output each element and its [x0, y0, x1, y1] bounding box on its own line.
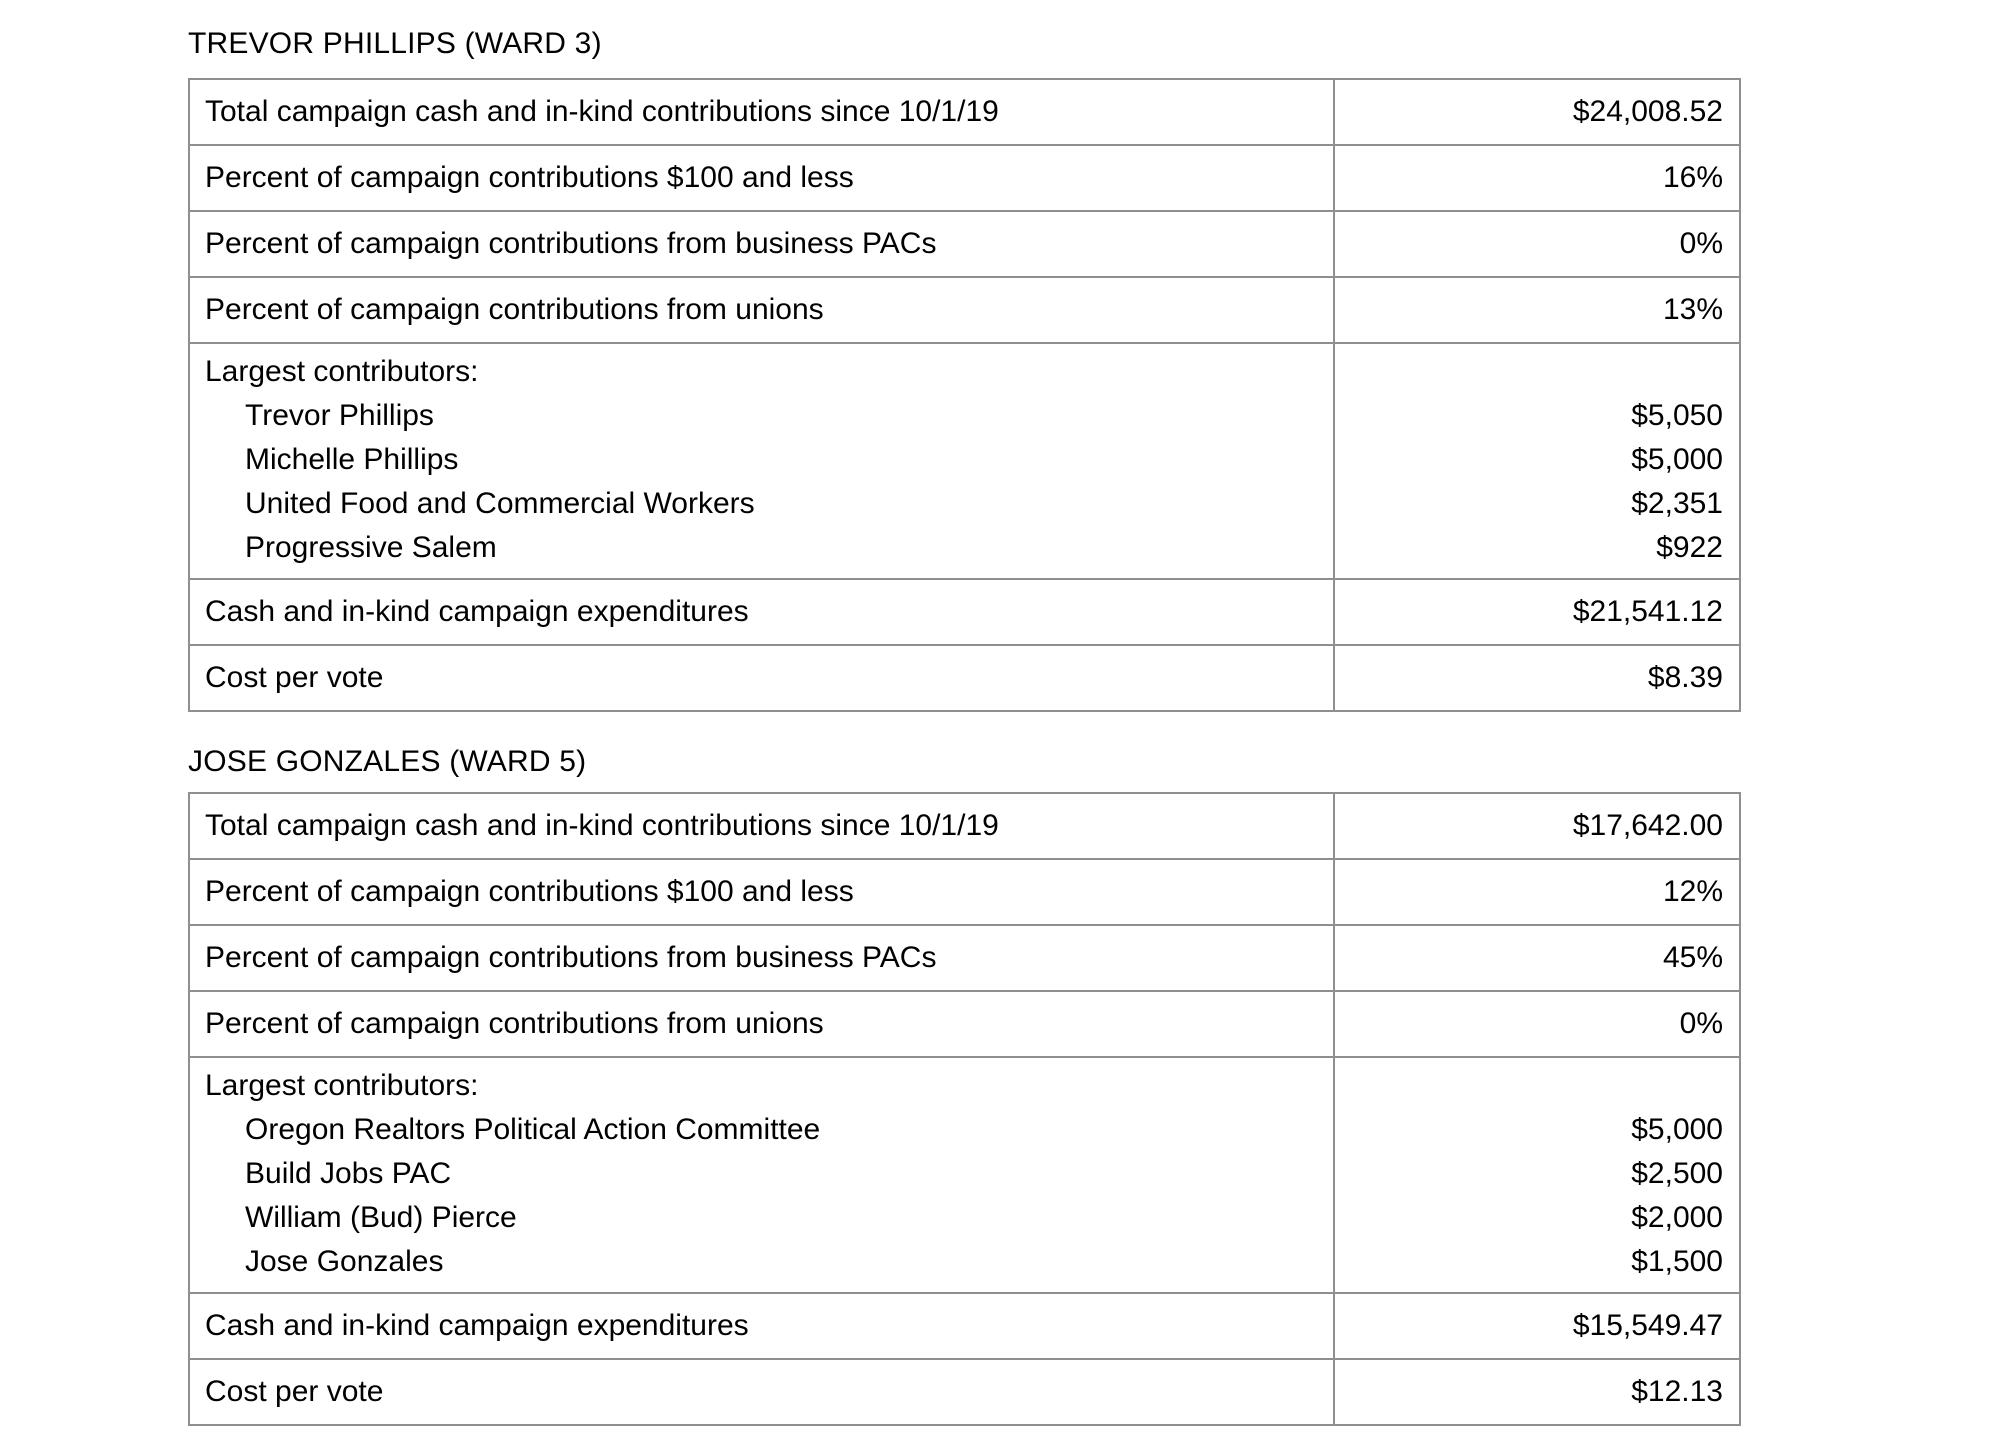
row-value: 45% [1333, 924, 1741, 992]
row-value: $17,642.00 [1333, 792, 1741, 860]
candidate-section-ward-3: TREVOR PHILLIPS (WARD 3) Total campaign … [188, 27, 1741, 712]
row-label-cell: Largest contributors: Trevor Phillips Mich… [188, 342, 1335, 580]
contributor-amount: $1,500 [1631, 1245, 1723, 1278]
table-row: Percent of campaign contributions $100 a… [188, 858, 1741, 926]
row-label: Total campaign cash and in-kind contribu… [188, 792, 1335, 860]
row-value: 0% [1333, 990, 1741, 1058]
contributors-header: Largest contributors: [205, 355, 479, 388]
candidate-section-ward-5: JOSE GONZALES (WARD 5) Total campaign ca… [188, 745, 1741, 1426]
table-row: Percent of campaign contributions from b… [188, 210, 1741, 278]
row-label: Percent of campaign contributions from u… [188, 990, 1335, 1058]
table-row: Total campaign cash and in-kind contribu… [188, 78, 1741, 146]
row-value-cell: $5,000 $2,500 $2,000 $1,500 [1333, 1056, 1741, 1294]
table-row: Percent of campaign contributions from u… [188, 276, 1741, 344]
row-value: $12.13 [1333, 1358, 1741, 1426]
contributor-amount: $5,000 [1631, 1113, 1723, 1146]
row-value: 0% [1333, 210, 1741, 278]
contributor-name: Build Jobs PAC [245, 1157, 452, 1190]
table-row: Cost per vote $8.39 [188, 644, 1741, 712]
row-label: Percent of campaign contributions from b… [188, 210, 1335, 278]
value-spacer [1345, 350, 1723, 394]
contributors-header: Largest contributors: [205, 1069, 479, 1102]
table-row: Largest contributors: Oregon Realtors Pol… [188, 1056, 1741, 1294]
row-label: Cost per vote [188, 1358, 1335, 1426]
contributor-amount: $5,000 [1631, 443, 1723, 476]
contributor-amount: $2,000 [1631, 1201, 1723, 1234]
row-value: 13% [1333, 276, 1741, 344]
row-value: $15,549.47 [1333, 1292, 1741, 1360]
row-label: Percent of campaign contributions $100 a… [188, 858, 1335, 926]
value-spacer [1345, 1064, 1723, 1108]
row-label: Percent of campaign contributions $100 a… [188, 144, 1335, 212]
row-label: Percent of campaign contributions from u… [188, 276, 1335, 344]
campaign-finance-table: Total campaign cash and in-kind contribu… [188, 78, 1741, 712]
row-value: $21,541.12 [1333, 578, 1741, 646]
campaign-finance-table: Total campaign cash and in-kind contribu… [188, 792, 1741, 1426]
table-row: Percent of campaign contributions from b… [188, 924, 1741, 992]
candidate-heading: TREVOR PHILLIPS (WARD 3) [188, 27, 602, 60]
table-row: Cash and in-kind campaign expenditures $2… [188, 578, 1741, 646]
row-label: Cash and in-kind campaign expenditures [188, 1292, 1335, 1360]
contributor-name: Jose Gonzales [245, 1245, 444, 1278]
contributor-name: Oregon Realtors Political Action Committ… [245, 1113, 821, 1146]
candidate-heading: JOSE GONZALES (WARD 5) [188, 745, 587, 778]
campaign-finance-table-body: Total campaign cash and in-kind contribu… [188, 78, 1741, 712]
table-row: Cash and in-kind campaign expenditures $1… [188, 1292, 1741, 1360]
row-label: Percent of campaign contributions from b… [188, 924, 1335, 992]
contributor-amount: $922 [1656, 531, 1723, 564]
row-label-cell: Largest contributors: Oregon Realtors Pol… [188, 1056, 1335, 1294]
row-label: Total campaign cash and in-kind contribu… [188, 78, 1335, 146]
row-value: $24,008.52 [1333, 78, 1741, 146]
contributor-name: United Food and Commercial Workers [245, 487, 755, 520]
table-row: Total campaign cash and in-kind contribu… [188, 792, 1741, 860]
row-value: $8.39 [1333, 644, 1741, 712]
table-row: Percent of campaign contributions $100 a… [188, 144, 1741, 212]
table-row: Percent of campaign contributions from u… [188, 990, 1741, 1058]
contributor-name: Trevor Phillips [245, 399, 434, 432]
row-label: Cash and in-kind campaign expenditures [188, 578, 1335, 646]
row-value: 16% [1333, 144, 1741, 212]
row-value-cell: $5,050 $5,000 $2,351 $922 [1333, 342, 1741, 580]
contributor-amount: $2,500 [1631, 1157, 1723, 1190]
contributor-amount: $5,050 [1631, 399, 1723, 432]
contributor-name: William (Bud) Pierce [245, 1201, 517, 1234]
table-row: Largest contributors: Trevor Phillips Mich… [188, 342, 1741, 580]
contributor-amount: $2,351 [1631, 487, 1723, 520]
table-row: Cost per vote $12.13 [188, 1358, 1741, 1426]
contributor-name: Michelle Phillips [245, 443, 459, 476]
contributor-name: Progressive Salem [245, 531, 497, 564]
campaign-finance-table-body: Total campaign cash and in-kind contribu… [188, 792, 1741, 1426]
row-value: 12% [1333, 858, 1741, 926]
row-label: Cost per vote [188, 644, 1335, 712]
